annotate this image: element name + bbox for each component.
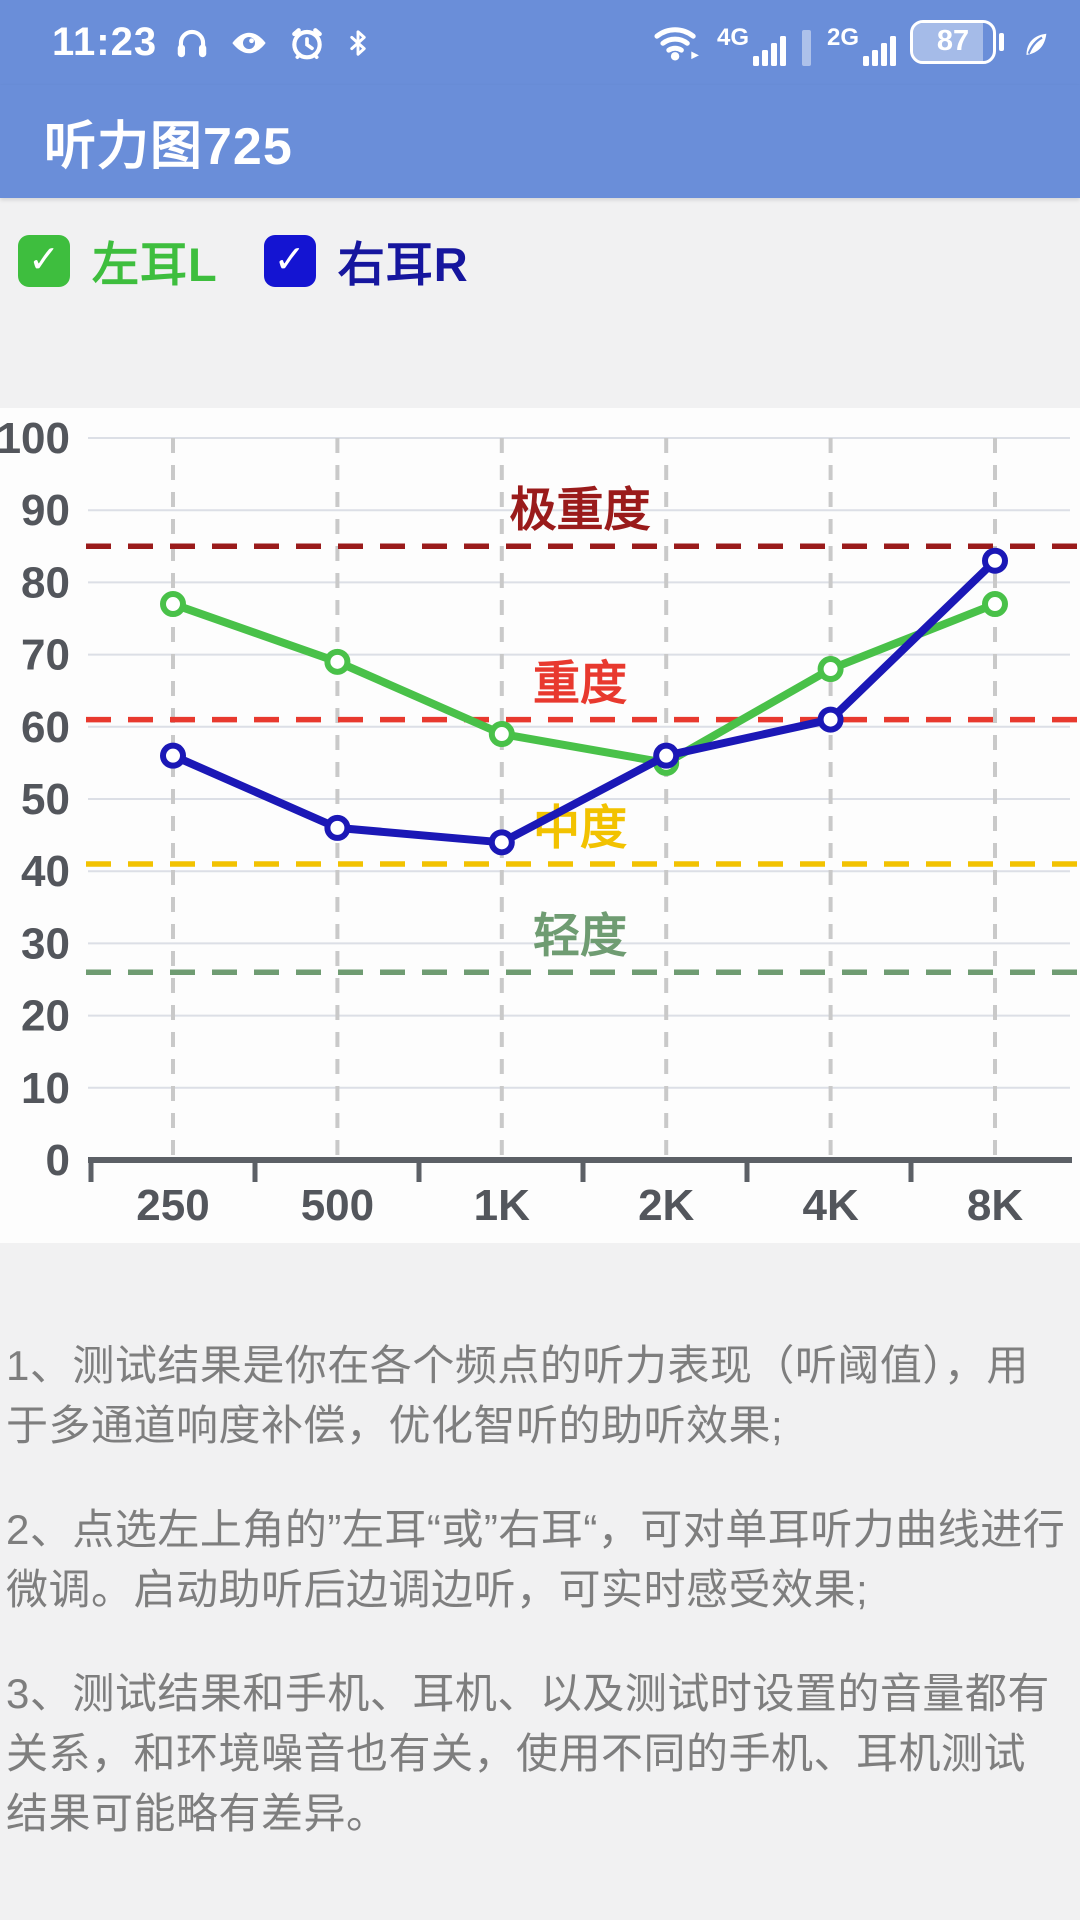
page-title: 听力图725 xyxy=(44,118,293,176)
data-point-左耳L-4K[interactable] xyxy=(817,656,844,683)
x-axis-label-250: 250 xyxy=(136,1181,209,1230)
data-point-右耳R-4K[interactable] xyxy=(817,706,844,733)
network-type-label-1: 4G xyxy=(716,23,749,51)
battery-percent: 87 xyxy=(936,25,970,57)
y-axis-tick-label: 40 xyxy=(21,847,70,896)
data-point-右耳R-8K[interactable] xyxy=(982,547,1008,574)
y-axis-tick-label: 80 xyxy=(21,558,70,607)
network-type-label-2: 2G xyxy=(826,23,859,51)
battery-icon: 87 xyxy=(910,19,996,64)
right-ear-checkbox[interactable]: ✓ xyxy=(263,234,316,287)
signal-bars-4g: 4G xyxy=(716,23,786,66)
signal-bars-2g: 2G xyxy=(826,23,896,66)
x-axis-label-8K: 8K xyxy=(967,1181,1023,1230)
zone-label-中度: 中度 xyxy=(533,801,627,854)
left-ear-label[interactable]: 左耳L xyxy=(92,238,218,291)
zone-label-轻度: 轻度 xyxy=(533,909,627,962)
app-header: 听力图725 xyxy=(0,85,1080,198)
left-ear-checkbox[interactable]: ✓ xyxy=(18,234,70,287)
note-paragraph-1: 1、测试结果是你在各个频点的听力表现（听阈值），用于多通道响度补偿，优化智听的助… xyxy=(6,1342,1029,1449)
eye-icon xyxy=(227,24,271,62)
data-point-右耳R-250[interactable] xyxy=(160,742,186,769)
data-point-左耳L-500[interactable] xyxy=(324,648,351,675)
left-ear-toggle[interactable]: ✓ 左耳L xyxy=(18,226,218,295)
y-axis-tick-label: 100 xyxy=(0,414,70,463)
zone-label-极重度: 极重度 xyxy=(510,483,651,536)
note-paragraph-2: 2、点选左上角的”左耳“或”右耳“，可对单耳听力曲线进行微调。启动助听后边调边听… xyxy=(6,1506,1066,1613)
instruction-notes: 1、测试结果是你在各个频点的听力表现（听阈值），用于多通道响度补偿，优化智听的助… xyxy=(6,1336,1066,1844)
wifi-icon xyxy=(651,20,703,62)
signal-bars-icon xyxy=(863,32,896,66)
battery-nub xyxy=(999,32,1004,51)
audiogram-chart-panel[interactable]: 100 90 80 70 60 50 40 30 20 10 0 极重度 重度 中度 轻度 250 500 1K 2… xyxy=(0,408,1080,1243)
ear-legend: ✓ 左耳L ✓ 右耳R xyxy=(18,226,469,295)
series-line-左耳L xyxy=(169,600,999,767)
status-bar: 11:23 4G 2G 87 xyxy=(0,0,1080,85)
status-bar-right: 4G 2G 87 xyxy=(651,19,1052,66)
alarm-icon xyxy=(287,23,327,63)
sim-divider xyxy=(801,29,811,66)
y-axis-tick-label: 70 xyxy=(21,631,70,680)
right-ear-toggle[interactable]: ✓ 右耳R xyxy=(263,226,469,295)
data-point-右耳R-2K[interactable] xyxy=(653,742,680,769)
y-axis-tick-label: 60 xyxy=(21,703,70,752)
clock-text: 11:23 xyxy=(52,20,158,64)
x-axis-label-1K: 1K xyxy=(474,1181,530,1230)
note-paragraph-3: 3、测试结果和手机、耳机、以及测试时设置的音量都有关系，和环境噪音也有关，使用不… xyxy=(6,1670,1050,1837)
right-ear-label[interactable]: 右耳R xyxy=(337,238,469,291)
y-axis-tick-label: 90 xyxy=(21,486,70,535)
leaf-icon xyxy=(1018,24,1052,62)
data-point-左耳L-1K[interactable] xyxy=(488,721,515,748)
y-axis-tick-label: 30 xyxy=(21,919,70,968)
bluetooth-icon xyxy=(343,24,373,62)
series-line-右耳R xyxy=(169,556,999,847)
zone-label-重度: 重度 xyxy=(533,656,627,709)
y-axis-tick-label: 50 xyxy=(21,775,70,824)
x-axis-label-500: 500 xyxy=(301,1181,374,1230)
status-bar-left: 11:23 xyxy=(52,20,373,65)
signal-bars-icon xyxy=(752,32,786,66)
y-axis-tick-label: 10 xyxy=(21,1064,70,1113)
x-axis-label-2K: 2K xyxy=(638,1181,694,1230)
check-icon: ✓ xyxy=(273,238,306,281)
check-icon: ✓ xyxy=(28,238,60,281)
battery-indicator: 87 xyxy=(910,19,1004,64)
y-axis-tick-label: 20 xyxy=(21,992,70,1041)
x-axis-label-4K: 4K xyxy=(802,1181,858,1230)
data-point-右耳R-500[interactable] xyxy=(324,814,351,841)
data-point-左耳L-250[interactable] xyxy=(160,591,186,618)
battery-fill xyxy=(913,22,983,61)
data-point-右耳R-1K[interactable] xyxy=(488,829,515,856)
headset-icon xyxy=(173,24,211,62)
y-axis-tick-label: 0 xyxy=(46,1136,70,1185)
data-point-左耳L-8K[interactable] xyxy=(982,591,1008,618)
